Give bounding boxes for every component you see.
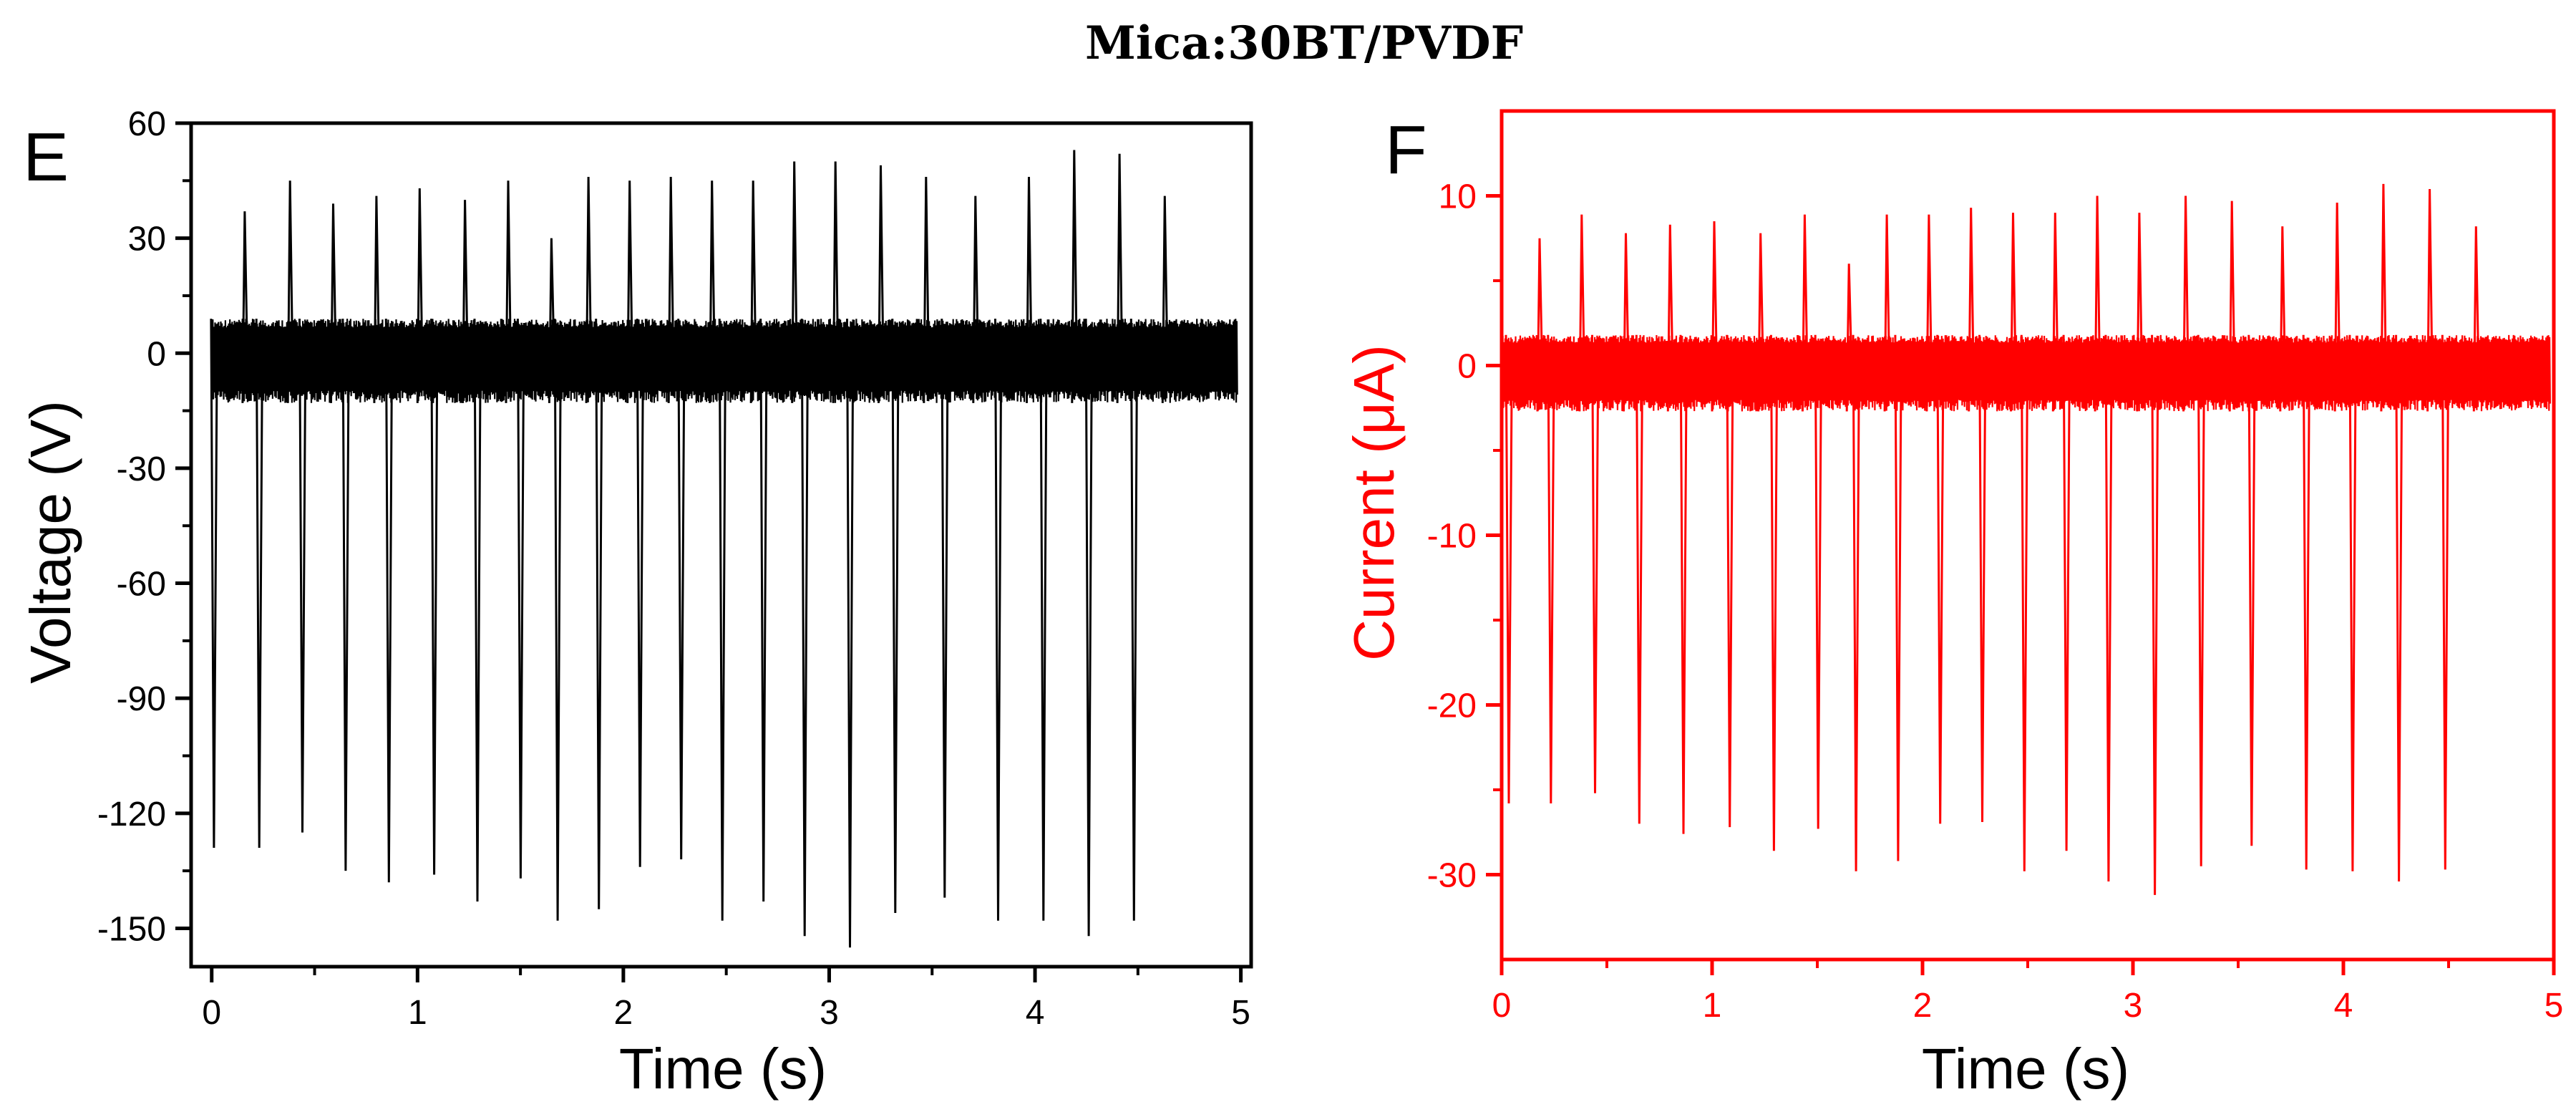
figure-title: Mica:30BT/PVDF xyxy=(1085,16,1523,70)
y-tick-label: -30 xyxy=(117,450,166,488)
signal-pulse xyxy=(636,176,674,867)
signal-pulse xyxy=(2151,195,2189,895)
panel-letter-f: F xyxy=(1385,112,1427,188)
x-tick-label: 2 xyxy=(1913,987,1933,1025)
signal-baseline xyxy=(210,319,1238,403)
signal-baseline xyxy=(1502,334,2551,412)
signal-pulse xyxy=(941,195,979,898)
signal-pulse xyxy=(2197,200,2235,866)
signal-pulse xyxy=(210,211,248,849)
signal-pulse xyxy=(677,180,716,860)
y-tick-label: -90 xyxy=(117,680,166,718)
x-tick-label: 5 xyxy=(1231,994,1250,1032)
x-tick-label: 4 xyxy=(2334,987,2353,1025)
y-axis-label-current: Current (μA) xyxy=(1342,344,1406,661)
y-tick-label: 60 xyxy=(128,105,166,143)
plot-frame xyxy=(189,121,1253,969)
x-tick-label: 1 xyxy=(408,994,427,1032)
signal-pulse xyxy=(473,180,512,902)
y-axis-label-voltage: Voltage (V) xyxy=(19,400,82,684)
y-tick-label: -20 xyxy=(1427,687,1477,725)
signal-pulse xyxy=(1039,150,1078,921)
signal-pulse xyxy=(1978,213,2016,823)
x-tick-label: 2 xyxy=(614,994,633,1032)
signal-pulse xyxy=(1505,238,1543,804)
signal-pulse xyxy=(1547,214,1585,804)
signal-pulse xyxy=(2062,195,2101,851)
signal-pulse xyxy=(1814,264,1852,829)
signal-pulse xyxy=(994,176,1032,921)
signal-pulse xyxy=(2104,213,2143,882)
y-tick-label: 0 xyxy=(147,335,166,373)
y-tick-label: 0 xyxy=(1457,348,1477,386)
y-tick-label: -60 xyxy=(117,566,166,604)
signal-pulse xyxy=(2395,188,2434,882)
plot-frame xyxy=(1500,109,2556,962)
y-tick-label: -10 xyxy=(1427,518,1477,556)
y-tick-label: -30 xyxy=(1427,857,1477,895)
signal-pulse xyxy=(1936,208,1975,824)
signal-pulse xyxy=(1769,214,1808,851)
y-tick-label: -120 xyxy=(97,796,166,833)
signal-pulse xyxy=(1852,214,1890,871)
signal-pulse xyxy=(298,203,336,833)
signal-pulse xyxy=(1635,224,1673,824)
x-tick-label: 3 xyxy=(2124,987,2143,1025)
x-axis-label-time: Time (s) xyxy=(1922,1037,2129,1101)
signal-pulse xyxy=(1679,221,1718,834)
signal-pulse xyxy=(2441,226,2479,870)
signal-pulse xyxy=(1894,214,1933,861)
panel-f-current-chart: F Current (μA) Time (s) 0 1 2 3 4 5 -30 -20 -10 0… xyxy=(1342,109,2564,1101)
signal-pulse xyxy=(384,188,423,883)
signal-pulse xyxy=(430,200,469,875)
signal-pulse xyxy=(341,195,380,871)
signal-pulse xyxy=(2020,213,2059,871)
signal-pulse xyxy=(2302,202,2341,870)
x-axis-label-time: Time (s) xyxy=(619,1037,827,1101)
x-tick-label: 0 xyxy=(1492,987,1512,1025)
signal-pulse xyxy=(1726,233,1764,828)
signal-pulse xyxy=(2247,226,2286,846)
y-tick-label: 30 xyxy=(128,221,166,258)
y-tick-label: -150 xyxy=(97,910,166,948)
x-tick-label: 5 xyxy=(2545,987,2564,1025)
panel-e-voltage-chart: E Voltage (V) Time (s) 0 1 2 3 4 5 -150 -120 -90… xyxy=(19,105,1253,1101)
signal-pulse xyxy=(1591,233,1629,793)
signal-pulse xyxy=(553,176,592,921)
signal-pulse xyxy=(800,161,839,937)
signal-pulse xyxy=(2348,183,2387,871)
signal-pulse xyxy=(595,180,633,909)
x-tick-label: 0 xyxy=(202,994,221,1032)
x-tick-label: 1 xyxy=(1703,987,1722,1025)
signal-pulse xyxy=(891,176,930,914)
signal-pulse xyxy=(1129,195,1168,921)
signal-pulse xyxy=(759,161,798,902)
signal-pulse xyxy=(1084,153,1123,937)
signal-pulse xyxy=(718,180,757,921)
panel-letter-e: E xyxy=(23,119,69,195)
x-tick-label: 3 xyxy=(820,994,839,1032)
y-tick-label: 10 xyxy=(1439,178,1477,216)
signal-pulse xyxy=(516,238,555,879)
signal-pulse xyxy=(255,180,293,849)
signal-pulse xyxy=(846,165,884,948)
x-tick-label: 4 xyxy=(1026,994,1045,1032)
